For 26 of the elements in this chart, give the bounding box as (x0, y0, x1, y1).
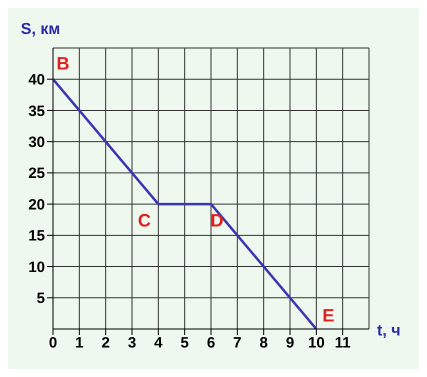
y-tick-label: 25 (28, 165, 45, 182)
x-tick-label: 11 (334, 334, 351, 352)
annotation: C (138, 210, 151, 230)
x-tick-label: 0 (48, 334, 58, 352)
y-tick-label: 15 (28, 228, 45, 245)
y-axis-title: S, км (20, 21, 60, 38)
x-axis-title: t, ч (377, 322, 401, 340)
x-tick-label: 9 (286, 334, 294, 352)
x-tick-label: 1 (75, 334, 84, 352)
x-tick-label: 8 (259, 334, 268, 352)
annotation: B (56, 54, 70, 74)
x-tick-label: 2 (101, 334, 110, 352)
y-tick-label: 30 (28, 134, 45, 151)
x-tick-label: 5 (180, 334, 189, 352)
y-tick-label: 20 (28, 196, 45, 214)
x-tick-label: 7 (233, 334, 242, 352)
x-tick-label: 3 (128, 334, 136, 352)
x-tick-label: 4 (154, 334, 164, 352)
annotation: E (322, 305, 334, 326)
y-tick-label: 5 (36, 290, 45, 308)
x-tick-label: 6 (206, 334, 216, 352)
y-tick-label: 35 (28, 102, 45, 120)
y-tick-label: 40 (28, 72, 45, 89)
y-tick-label: 10 (28, 258, 45, 276)
x-tick-label: 10 (308, 334, 325, 352)
annotation: D (210, 210, 224, 230)
